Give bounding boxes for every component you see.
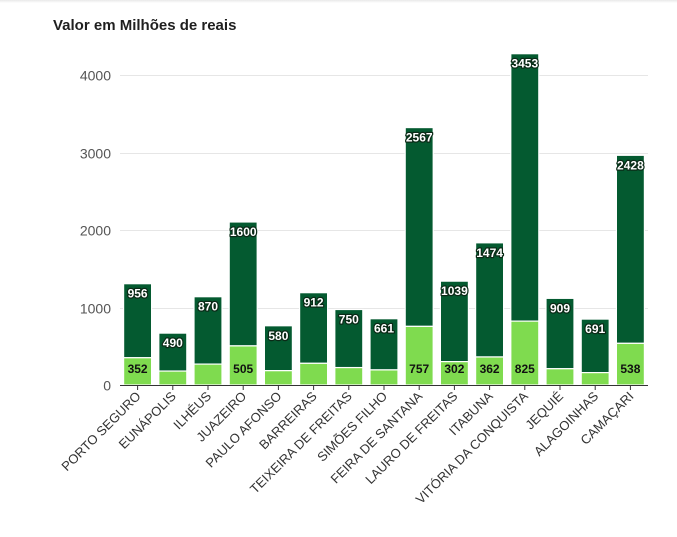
y-tick-label: 2000: [80, 223, 111, 239]
bar-segment-top: [510, 53, 540, 322]
bar-segment-base: [404, 325, 434, 386]
bar-segment-base: [615, 342, 646, 386]
bar-segment-base: [545, 368, 575, 386]
data-label-base: 505: [233, 362, 253, 376]
bar-segment-top: [263, 325, 293, 372]
bar-segment-top: [615, 154, 646, 344]
bar-segment-top: [475, 242, 505, 358]
data-label-base: 302: [444, 362, 464, 376]
bar-segment-top: [193, 296, 223, 365]
bar-segment-top: [369, 318, 399, 371]
y-tick-label: 4000: [80, 68, 111, 84]
data-label-top: 2428: [617, 158, 644, 172]
data-label-base: 825: [515, 362, 535, 376]
data-label-top: 750: [339, 312, 359, 326]
data-label-base: 362: [480, 362, 500, 376]
data-label-top: 1039: [441, 284, 468, 298]
bar-segment-base: [193, 363, 223, 386]
bar-segment-base: [158, 370, 188, 386]
data-label-top: 909: [550, 301, 570, 315]
y-tick-label: 1000: [80, 301, 111, 317]
data-label-top: 956: [128, 287, 148, 301]
top-divider: [0, 0, 677, 3]
data-label-top: 870: [198, 300, 218, 314]
bar-segment-base: [263, 370, 293, 386]
bar-segment-base: [369, 369, 399, 386]
data-label-top: 490: [163, 336, 183, 350]
data-label-top: 3453: [511, 57, 538, 71]
bar-segment-base: [299, 362, 329, 386]
bar-segment-top: [545, 297, 575, 370]
data-label-top: 912: [304, 296, 324, 310]
data-label-top: 661: [374, 322, 394, 336]
data-label-top: 691: [585, 322, 605, 336]
data-label-top: 1474: [476, 246, 503, 260]
bar-segment-base: [334, 366, 364, 386]
bar-segment-base: [580, 372, 610, 386]
bar-segment-top: [404, 126, 434, 327]
data-label-top: 580: [268, 329, 288, 343]
chart-title: Valor em Milhões de reais: [53, 17, 237, 34]
bar-segment-base: [475, 356, 505, 386]
data-label-top: 1600: [230, 225, 257, 239]
bar-segment-top: [439, 280, 469, 363]
bar-segment-top: [580, 318, 610, 374]
bar-segment-base: [510, 320, 540, 386]
data-label-top: 2567: [406, 131, 433, 145]
y-tick-label: 3000: [80, 146, 111, 162]
bar-segment-base: [122, 357, 153, 386]
bar-segment-base: [228, 345, 258, 386]
data-label-base: 352: [128, 362, 148, 376]
y-tick-label: 0: [103, 378, 111, 394]
bar-segment-top: [334, 308, 364, 369]
data-label-base: 757: [409, 362, 429, 376]
bar-segment-top: [228, 221, 258, 347]
data-label-base: 538: [620, 362, 640, 376]
